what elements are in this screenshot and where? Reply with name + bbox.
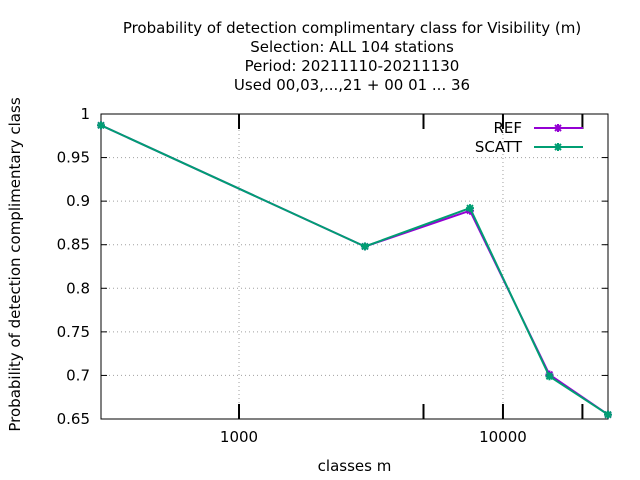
y-tick-label: 0.85 — [57, 236, 90, 254]
x-tick-label: 10000 — [479, 428, 527, 446]
data-point-scatt — [97, 121, 105, 130]
series-line-ref — [100, 124, 609, 416]
chart-title: Probability of detection complimentary c… — [123, 19, 581, 94]
axis-ticks: 0.65 0.7 0.75 0.8 0.85 0.9 0.95 1 1000 10000 — [57, 105, 608, 446]
y-axis-label: Probability of detection complimentary c… — [6, 97, 24, 431]
data-point-scatt — [545, 372, 554, 381]
x-axis-label: classes m — [318, 457, 392, 475]
data-point-scatt — [465, 204, 474, 213]
title-line: Selection: ALL 104 stations — [250, 38, 454, 56]
title-line: Probability of detection complimentary c… — [123, 19, 581, 37]
x-tick-label: 1000 — [220, 428, 258, 446]
plot-frame — [100, 113, 609, 420]
y-tick-label: 0.65 — [57, 410, 90, 428]
data-point-scatt — [360, 242, 369, 251]
y-tick-label: 0.7 — [66, 366, 90, 384]
data-point-scatt — [604, 410, 612, 419]
legend-label-ref: REF — [493, 119, 522, 137]
legend-label-scatt: SCATT — [475, 138, 523, 156]
legend-marker-scatt — [554, 143, 562, 151]
legend-marker-ref — [554, 124, 562, 132]
series-lines — [97, 121, 612, 419]
y-tick-label: 1 — [80, 105, 90, 123]
title-line: Used 00,03,...,21 + 00 01 ... 36 — [234, 76, 470, 94]
y-tick-label: 0.95 — [57, 149, 90, 167]
series-line-scatt — [100, 124, 609, 416]
y-tick-label: 0.75 — [57, 323, 90, 341]
y-tick-label: 0.8 — [66, 279, 90, 297]
y-tick-label: 0.9 — [66, 192, 90, 210]
grid — [101, 114, 608, 419]
title-line: Period: 20211110-20211130 — [245, 57, 460, 75]
